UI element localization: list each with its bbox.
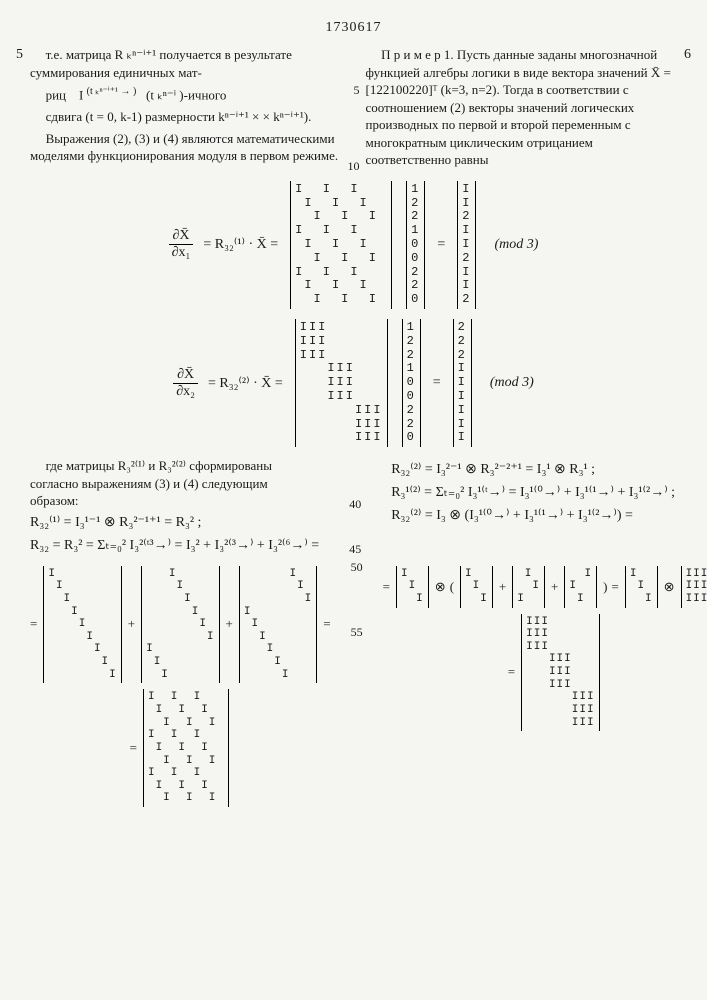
eq1-mod: (mod 3) <box>494 237 538 253</box>
line-marker-50: 50 <box>351 560 363 575</box>
bl-result: I I I I I I I I I I I I I I I I I I I I … <box>148 691 224 805</box>
bl-m3: I I I I I I I I I <box>244 568 312 682</box>
equation-2: ∂X̄ ∂x₂ = R₃₂⁽²⁾ · X̄ = III III III III … <box>30 319 677 447</box>
bl-m2: I I I I I I I I I <box>146 568 214 682</box>
eq2-mod: (mod 3) <box>490 375 534 391</box>
br-i3: I I I <box>401 568 424 606</box>
eq1-matrix-content: I I I I I I I I I I I I I I I I I I I I … <box>295 183 387 307</box>
eq2-matrix-9x9: III III III III III III III III III <box>295 319 388 447</box>
bottom-section: = I I I I I I I I I + I I I I I I I I I <box>30 560 677 808</box>
br-plus1: + <box>499 579 506 595</box>
eq1-vecin-content: 1 2 2 1 0 0 2 2 0 <box>411 183 420 307</box>
br-eq3: = <box>508 664 515 680</box>
mid-left-e2: R₃₂ = R₃² = Σₜ₌₀² I₃²⁽ᵗ³→⁾ = I₃² + I₃²⁽³… <box>30 537 319 556</box>
equation-1: ∂X̄ ∂x₁ = R₃₂⁽¹⁾ · X̄ = I I I I I I I I … <box>30 181 677 309</box>
right-column: 6 П р и м е р 1. Пусть данные заданы мно… <box>366 46 678 173</box>
br-eq1: = <box>612 579 619 595</box>
br-sb: I I I <box>517 568 540 606</box>
text-p2: риц I (t ₖⁿ⁻ⁱ⁺¹ → ) (t ₖⁿ⁻ⁱ )-ичного 5 <box>30 85 342 104</box>
line-marker-55: 55 <box>351 625 363 640</box>
eq2-frac-top: ∂X̄ <box>173 367 198 384</box>
bottom-right-kron: = I I I ⊗ ( I I I + I I I + I I I ) = I … <box>383 566 707 608</box>
p2c: (t ₖⁿ⁻ⁱ⁺¹ → ) <box>87 86 137 97</box>
line-marker-45: 45 <box>343 542 367 557</box>
eq1-eq: = <box>437 237 445 253</box>
left-column: 5 т.е. матрица R ₖⁿ⁻ⁱ⁺¹ получается в рез… <box>30 46 342 173</box>
eq1-vec-in: 1 2 2 1 0 0 2 2 0 <box>406 181 425 309</box>
p2d: (t ₖⁿ⁻ⁱ )-ичного <box>146 87 226 102</box>
text-p1: т.е. матрица R ₖⁿ⁻ⁱ⁺¹ получается в резул… <box>30 46 342 81</box>
bl-eq2: = <box>130 740 137 756</box>
eq2-vec-out: 2 2 2 I I I I I I <box>453 319 472 447</box>
line-marker-40: 40 <box>343 497 367 512</box>
mid-left-p1: где матрицы R₃²⁽¹⁾ и R₃²⁽²⁾ сформированы… <box>30 457 319 510</box>
eq1-mid: = R₃₂⁽¹⁾ · X̄ = <box>203 236 278 253</box>
eq2-vec-in: 1 2 2 1 0 0 2 2 0 <box>402 319 421 447</box>
mid-left-e1: R₃₂⁽¹⁾ = I₃¹⁻¹ ⊗ R₃²⁻¹⁺¹ = R₃² ; <box>30 514 319 533</box>
eq2-matrix-content: III III III III III III III III III <box>300 321 383 445</box>
line-numbers-mid: 40 45 <box>343 457 367 559</box>
bl-plus2: + <box>226 616 233 632</box>
eq2-vecout-content: 2 2 2 I I I I I I <box>458 321 467 445</box>
eq1-frac-top: ∂X̄ <box>169 228 194 245</box>
bl-eq1: = <box>323 616 330 632</box>
bottom-right-result: = III III III III III III III III III <box>383 614 707 732</box>
col-number-left: 5 <box>16 46 23 65</box>
bottom-left-block: = I I I I I I I I I + I I I I I I I I I <box>30 560 331 808</box>
eq2-mid: = R₃₂⁽²⁾ · X̄ = <box>208 375 283 392</box>
p2a: риц <box>46 87 66 102</box>
br-ones: III III III <box>686 568 707 606</box>
mid-left-column: где матрицы R₃²⁽¹⁾ и R₃²⁽²⁾ сформированы… <box>30 457 319 559</box>
bottom-left-sum: = I I I I I I I I I + I I I I I I I I I <box>30 566 331 684</box>
p2b: I <box>79 87 83 102</box>
eq1-matrix-9x9: I I I I I I I I I I I I I I I I I I I I … <box>290 181 392 309</box>
br-sc: I I I <box>569 568 592 606</box>
bottom-right-block: = I I I ⊗ ( I I I + I I I + I I I ) = I … <box>383 560 707 808</box>
mid-right-e3: R₃₂⁽²⁾ = I₃ ⊗ (I₃¹⁽⁰→⁾ + I₃¹⁽¹→⁾ + I₃¹⁽²… <box>391 507 677 526</box>
bottom-left-result: = I I I I I I I I I I I I I I I I I I I … <box>30 689 331 807</box>
eq1-vecout-content: I I 2 I I 2 I I 2 <box>462 183 471 307</box>
text-p3: сдвига (t = 0, k-1) размерности kⁿ⁻ⁱ⁺¹ ×… <box>30 108 342 126</box>
text-p4: Выражения (2), (3) и (4) являются матема… <box>30 130 342 165</box>
mid-right-e2: R₃¹⁽²⁾ = Σₜ₌₀² I₃¹⁽ᵗ→⁾ = I₃¹⁽⁰→⁾ + I₃¹⁽¹… <box>391 484 677 503</box>
br-i3b: I I I <box>630 568 653 606</box>
br-plus2: + <box>551 579 558 595</box>
middle-columns: где матрицы R₃²⁽¹⁾ и R₃²⁽²⁾ сформированы… <box>30 457 677 559</box>
eq1-vec-out: I I 2 I I 2 I I 2 <box>457 181 476 309</box>
mid-right-e1: R₃₂⁽²⁾ = I₃²⁻¹ ⊗ R₃²⁻²⁺¹ = I₃¹ ⊗ R₃¹ ; <box>391 461 677 480</box>
line-marker-5: 5 <box>338 82 360 98</box>
eq1-frac-bot: ∂x₁ <box>169 245 194 261</box>
p4-text: Выражения (2), (3) и (4) являются матема… <box>30 131 338 164</box>
text-r1: П р и м е р 1. Пусть данные заданы много… <box>366 46 678 169</box>
line-numbers-bottom: 50 55 <box>351 560 363 808</box>
br-otimes1: ⊗ <box>435 579 446 595</box>
bl-plus1: + <box>128 616 135 632</box>
mid-right-column: R₃₂⁽²⁾ = I₃²⁻¹ ⊗ R₃²⁻²⁺¹ = I₃¹ ⊗ R₃¹ ; R… <box>391 457 677 559</box>
top-two-columns: 5 т.е. матрица R ₖⁿ⁻ⁱ⁺¹ получается в рез… <box>30 46 677 173</box>
br-otimes2: ⊗ <box>664 579 675 595</box>
eq1-lhs-frac: ∂X̄ ∂x₁ <box>169 228 194 261</box>
eq2-eq: = <box>433 375 441 391</box>
eq2-frac-bot: ∂x₂ <box>173 384 198 400</box>
eq2-lhs-frac: ∂X̄ ∂x₂ <box>173 367 198 400</box>
doc-number: 1730617 <box>30 20 677 36</box>
bl-m1: I I I I I I I I I <box>48 568 116 682</box>
line-marker-10: 10 <box>332 158 360 174</box>
br-result: III III III III III III III III III <box>526 616 594 730</box>
bl-eq0: = <box>30 616 37 632</box>
col-number-right: 6 <box>684 46 691 65</box>
br-sa: I I I <box>465 568 488 606</box>
eq2-vecin-content: 1 2 2 1 0 0 2 2 0 <box>407 321 416 445</box>
br-eq0: = <box>383 579 390 595</box>
